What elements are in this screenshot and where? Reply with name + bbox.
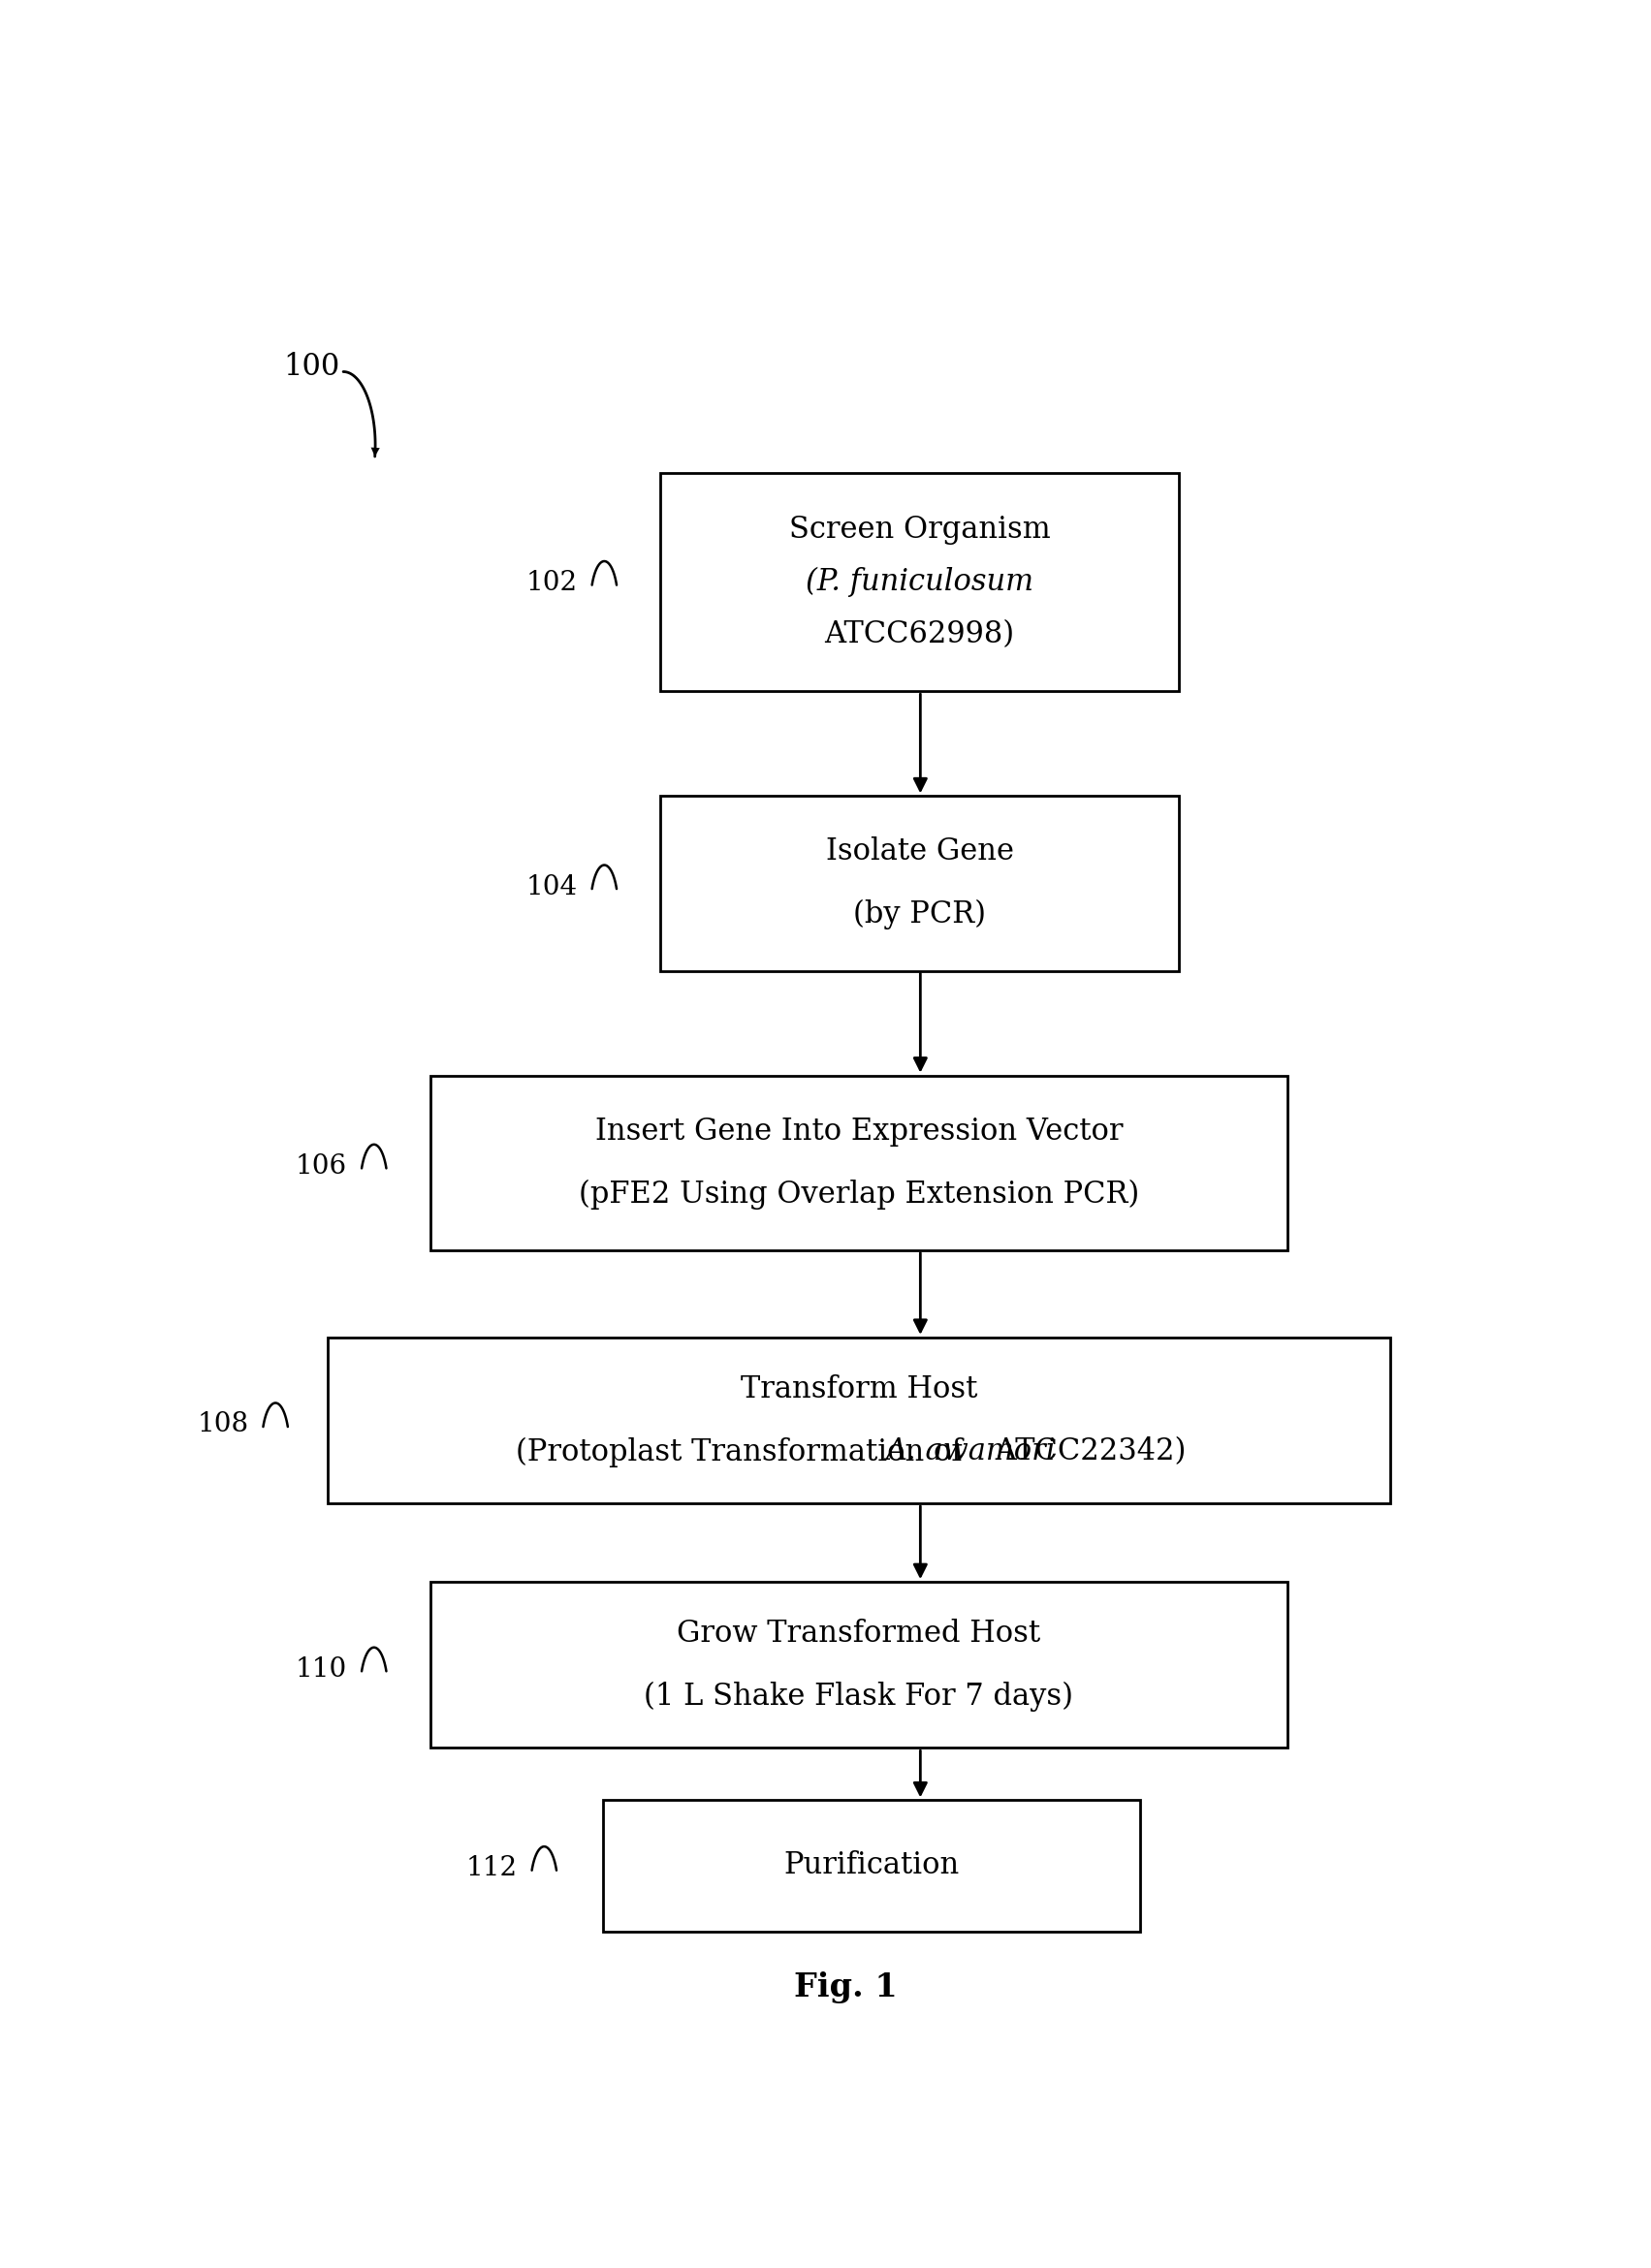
Text: Grow Transformed Host: Grow Transformed Host (677, 1619, 1040, 1649)
Text: A. awamori: A. awamori (885, 1438, 1057, 1467)
FancyBboxPatch shape (603, 1801, 1141, 1932)
Text: (Protoplast Transformation of: (Protoplast Transformation of (517, 1436, 972, 1467)
Text: (pFE2 Using Overlap Extension PCR): (pFE2 Using Overlap Extension PCR) (578, 1179, 1139, 1209)
Text: (1 L Shake Flask For 7 days): (1 L Shake Flask For 7 days) (644, 1681, 1073, 1712)
Text: Insert Gene Into Expression Vector: Insert Gene Into Expression Vector (594, 1116, 1123, 1145)
Text: (P. funiculosum: (P. funiculosum (806, 567, 1034, 596)
Text: Screen Organism: Screen Organism (789, 515, 1050, 544)
Text: 112: 112 (466, 1855, 517, 1882)
Text: Isolate Gene: Isolate Gene (826, 837, 1014, 866)
Text: 106: 106 (296, 1152, 347, 1179)
Text: ATCC22342): ATCC22342) (986, 1438, 1185, 1467)
Text: 108: 108 (196, 1411, 249, 1438)
Text: ATCC62998): ATCC62998) (824, 619, 1015, 649)
Text: Purification: Purification (784, 1851, 959, 1880)
FancyBboxPatch shape (660, 474, 1179, 692)
Text: Fig. 1: Fig. 1 (794, 1971, 898, 2003)
FancyBboxPatch shape (660, 796, 1179, 971)
FancyBboxPatch shape (329, 1338, 1390, 1504)
Text: 104: 104 (527, 873, 578, 900)
Text: 102: 102 (527, 569, 578, 596)
Text: 110: 110 (296, 1656, 347, 1683)
FancyBboxPatch shape (431, 1075, 1288, 1250)
Text: Transform Host: Transform Host (741, 1374, 977, 1404)
FancyBboxPatch shape (431, 1583, 1288, 1749)
Text: (by PCR): (by PCR) (854, 900, 986, 930)
Text: 100: 100 (282, 352, 340, 381)
